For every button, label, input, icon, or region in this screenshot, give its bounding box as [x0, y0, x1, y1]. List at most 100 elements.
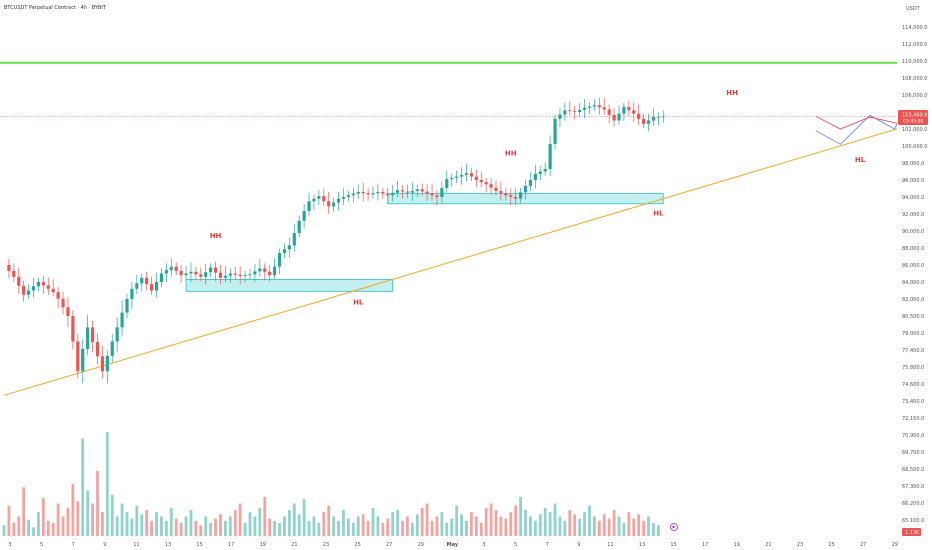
candle-body — [341, 197, 346, 199]
volume-bar — [145, 510, 149, 536]
volume-bar — [71, 484, 75, 536]
volume-bar — [105, 432, 109, 536]
candle-body — [282, 249, 287, 254]
candle-body — [17, 276, 21, 286]
candle-body — [31, 286, 36, 291]
candle-body — [164, 270, 168, 274]
volume-bar — [322, 512, 326, 536]
volume-bar — [233, 510, 237, 536]
volume-bar — [287, 510, 291, 536]
candle-body — [396, 190, 400, 193]
volume-bar — [91, 503, 94, 536]
volume-bar — [164, 520, 168, 536]
volume-bar — [278, 523, 281, 536]
volume-bar — [415, 514, 419, 536]
price-tick-label: 67,300.0 — [902, 484, 924, 490]
candle-body — [528, 180, 533, 186]
volume-bar — [455, 505, 459, 536]
price-tick-label: 98,000.0 — [902, 161, 924, 167]
volume-bar — [484, 507, 488, 536]
volume-bar — [12, 523, 16, 536]
candle-body — [61, 298, 65, 308]
volume-bar — [642, 520, 645, 536]
candle-body — [199, 274, 203, 277]
candle-body — [361, 191, 365, 194]
candle-body — [169, 266, 173, 271]
candle-body — [474, 176, 478, 180]
candle-body — [307, 201, 311, 212]
candle-body — [7, 265, 11, 271]
time-tick-label: 13 — [639, 542, 645, 548]
goto-realtime-icon — [672, 525, 676, 529]
price-tick-label: 80,500.0 — [902, 314, 924, 320]
volume-bar — [86, 490, 90, 536]
candle-body — [81, 348, 85, 372]
volume-bar — [2, 525, 6, 536]
price-axis-panel[interactable] — [897, 0, 932, 550]
volume-bar — [529, 516, 532, 536]
candle-body — [100, 356, 104, 372]
candle-body — [504, 193, 508, 196]
time-tick-label: 3 — [482, 542, 485, 548]
candle-body — [105, 355, 109, 372]
volume-bar — [268, 518, 272, 536]
candle-body — [110, 341, 114, 356]
time-tick-label: 11 — [133, 542, 139, 548]
volume-bar — [647, 516, 650, 536]
volume-bar — [410, 523, 414, 536]
volume-bar — [337, 520, 340, 536]
volume-bar — [150, 520, 153, 536]
volume-bar — [263, 497, 267, 536]
candle-body — [533, 174, 537, 180]
candle-body — [622, 106, 626, 114]
candle-body — [312, 198, 316, 202]
time-tick-label: 19 — [734, 542, 740, 548]
candle-body — [115, 327, 119, 342]
price-tick-label: 65,100.0 — [902, 518, 924, 524]
candle-body — [125, 299, 129, 313]
time-tick-label: 5 — [40, 542, 43, 548]
candle-body — [71, 316, 75, 342]
pattern-label-hh: HH — [726, 89, 738, 97]
volume-bar — [327, 505, 331, 536]
price-tick-label: 86,000.0 — [902, 263, 924, 269]
candle-body — [258, 268, 262, 272]
volume-bar — [612, 510, 616, 536]
candle-body — [386, 193, 390, 196]
candle-body — [322, 196, 326, 202]
price-tick-label: 112,000.0 — [902, 42, 927, 48]
volume-bar — [489, 503, 493, 536]
volume-bar — [194, 520, 198, 536]
price-tick-label: 69,700.0 — [902, 450, 924, 456]
volume-bar — [27, 519, 30, 536]
volume-bar — [22, 487, 26, 536]
candle-body — [558, 114, 562, 119]
current-price-value: 103,460.9 — [902, 113, 927, 119]
candlesticks — [7, 97, 665, 384]
volume-bar — [361, 514, 365, 536]
volume-bar — [41, 498, 45, 536]
candle-body — [543, 168, 547, 172]
ascending-trendline — [3, 117, 932, 396]
candle-body — [509, 195, 513, 197]
support-zone — [185, 279, 394, 292]
time-tick-label: 25 — [354, 542, 360, 548]
candle-body — [642, 118, 646, 124]
candle-body — [346, 195, 350, 197]
volume-bar — [228, 516, 232, 536]
time-tick-label: 13 — [165, 542, 171, 548]
goto-realtime-button[interactable] — [670, 523, 678, 531]
volume-bar — [189, 510, 193, 536]
candle-body — [523, 185, 528, 193]
volume-bar — [101, 512, 104, 536]
price-tick-label: 73,400.0 — [902, 399, 924, 405]
candle-body — [430, 193, 434, 196]
time-tick-label: 23 — [797, 542, 803, 548]
volume-bar — [583, 512, 586, 536]
candle-body — [135, 283, 139, 289]
price-tick-label: 77,400.0 — [902, 348, 924, 354]
candle-body — [632, 110, 636, 114]
candle-body — [130, 288, 134, 299]
